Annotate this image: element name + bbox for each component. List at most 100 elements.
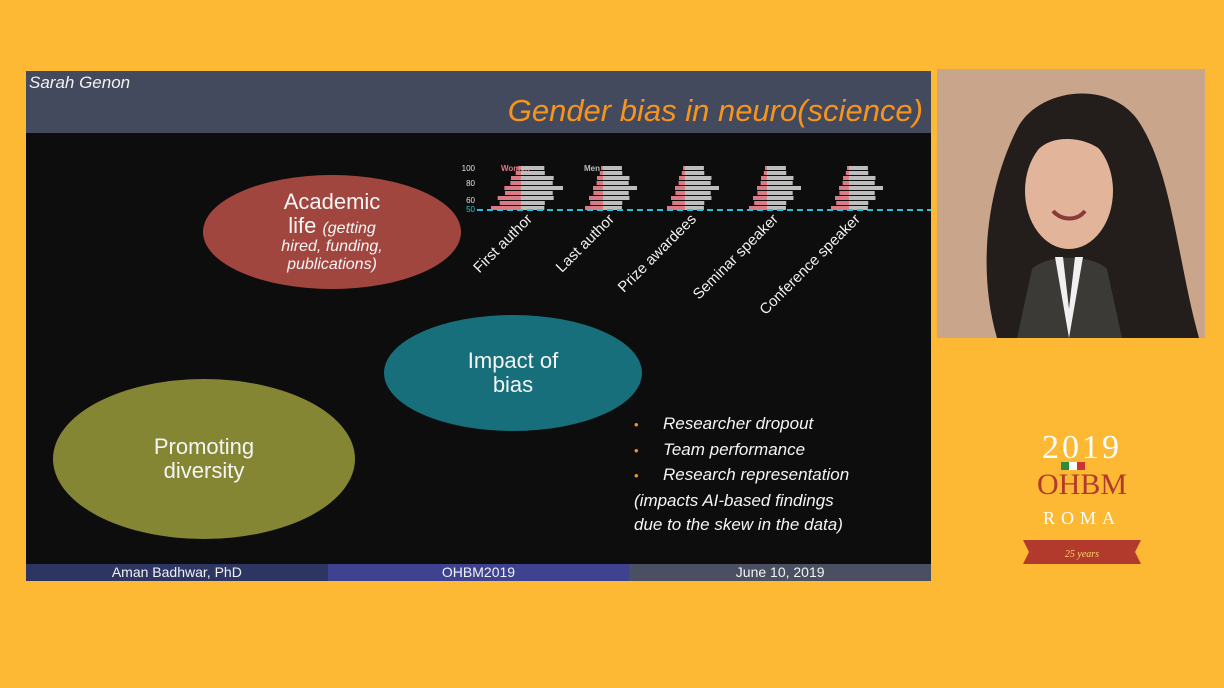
academic-line2: life (getting xyxy=(288,214,376,238)
bias-chart: Women Men 100 80 60 50 First author Last … xyxy=(462,164,931,318)
ohbm-logo-icon: 2019 OHBM ROMA 25 years xyxy=(1023,429,1141,564)
bar-women xyxy=(761,176,767,180)
slide-header: Sarah Genon Gender bias in neuro(science… xyxy=(26,71,931,133)
promoting-diversity-ellipse: Promoting diversity xyxy=(53,379,355,539)
bar-men xyxy=(521,206,545,210)
bullet-text: Team performance xyxy=(663,439,806,459)
bar-men xyxy=(767,201,787,205)
bar-women xyxy=(763,171,767,175)
bar-women xyxy=(601,166,603,170)
promo-line1: Promoting xyxy=(153,434,255,459)
logo-year: 2019 xyxy=(1042,429,1122,466)
promo-line2: diversity xyxy=(163,458,245,483)
bar-men xyxy=(603,206,622,210)
ytick-50: 50 xyxy=(466,205,475,214)
bar-men xyxy=(685,186,719,190)
bar-women xyxy=(593,186,603,190)
bar-men xyxy=(603,196,630,200)
academic-line1: Academic xyxy=(283,189,381,214)
bar-men xyxy=(603,181,629,185)
bar-women xyxy=(835,196,849,200)
bar-men xyxy=(521,201,545,205)
bar-women xyxy=(517,166,521,170)
ytick-100: 100 xyxy=(462,164,476,173)
bar-women xyxy=(491,206,521,210)
bar-women xyxy=(599,171,603,175)
bar-men xyxy=(767,196,794,200)
bar-women xyxy=(749,206,767,210)
bar-men xyxy=(767,191,793,195)
bar-men xyxy=(849,196,876,200)
bar-men xyxy=(685,196,712,200)
presentation-slide: Sarah Genon Gender bias in neuro(science… xyxy=(26,71,931,581)
bar-women xyxy=(672,201,685,205)
bar-men xyxy=(603,171,623,175)
note-line1: (impacts AI-based findings xyxy=(634,490,834,510)
bar-women xyxy=(597,176,603,180)
bar-women xyxy=(589,196,603,200)
bar-men xyxy=(685,181,711,185)
bar-women xyxy=(504,186,521,190)
bar-men xyxy=(849,171,869,175)
bar-women xyxy=(683,166,685,170)
bar-men xyxy=(521,196,554,200)
bar-women xyxy=(839,191,849,195)
ytick-80: 80 xyxy=(466,179,475,188)
bar-women xyxy=(671,196,685,200)
bullet-dot-icon: • xyxy=(634,417,639,432)
impact-line2: bias xyxy=(492,372,534,397)
bullet-item: • Research representation xyxy=(634,463,849,489)
speaker-video-icon xyxy=(937,69,1205,338)
bar-men xyxy=(521,186,563,190)
bar-women xyxy=(593,191,603,195)
bar-men xyxy=(767,181,793,185)
bar-men xyxy=(521,171,545,175)
footer-date: June 10, 2019 xyxy=(629,564,931,581)
bar-women xyxy=(515,171,521,175)
bullet-dot-icon: • xyxy=(634,468,639,483)
bar-men xyxy=(603,191,629,195)
bar-women xyxy=(681,171,685,175)
bar-women xyxy=(679,176,685,180)
speaker-webcam xyxy=(937,69,1205,338)
logo-org: OHBM xyxy=(1037,468,1127,501)
bar-men xyxy=(849,181,875,185)
bar-men xyxy=(603,186,637,190)
bar-men xyxy=(767,171,787,175)
bar-men xyxy=(521,166,545,170)
bar-men xyxy=(521,181,553,185)
bar-women xyxy=(847,166,849,170)
bar-women xyxy=(510,181,521,185)
bar-women xyxy=(505,191,521,195)
presenter-name: Sarah Genon xyxy=(29,73,131,92)
bar-women xyxy=(757,186,767,190)
academic-life-word: life xyxy=(288,213,317,238)
bar-men xyxy=(767,186,801,190)
academic-life-ellipse: Academic life (getting hired, funding, p… xyxy=(203,175,461,289)
bar-women xyxy=(845,171,849,175)
bar-men xyxy=(685,206,704,210)
bar-women xyxy=(836,201,849,205)
bullet-text: Research representation xyxy=(663,465,850,484)
bar-men xyxy=(767,206,786,210)
footer-author: Aman Badhwar, PhD xyxy=(26,564,328,581)
bar-men xyxy=(767,166,786,170)
bar-women xyxy=(590,201,603,205)
academic-line4: publications) xyxy=(287,256,377,273)
bar-women xyxy=(499,201,521,205)
bar-men xyxy=(685,176,712,180)
slide-title: Gender bias in neuro(science) xyxy=(507,93,923,128)
bar-women xyxy=(753,196,767,200)
ohbm-2019-logo: 2019 OHBM ROMA 25 years xyxy=(1021,428,1143,578)
ytick-60: 60 xyxy=(466,196,475,205)
bar-women xyxy=(831,206,849,210)
bar-men xyxy=(849,176,876,180)
impact-of-bias-ellipse: Impact of bias xyxy=(384,315,642,431)
bullet-text: Researcher dropout xyxy=(663,414,814,433)
category-label: First author xyxy=(470,211,536,277)
slide-footer: Aman Badhwar, PhD OHBM2019 June 10, 2019 xyxy=(26,564,931,581)
bar-women xyxy=(754,201,767,205)
bar-women xyxy=(757,191,767,195)
bar-men xyxy=(603,176,630,180)
bar-women xyxy=(765,166,767,170)
